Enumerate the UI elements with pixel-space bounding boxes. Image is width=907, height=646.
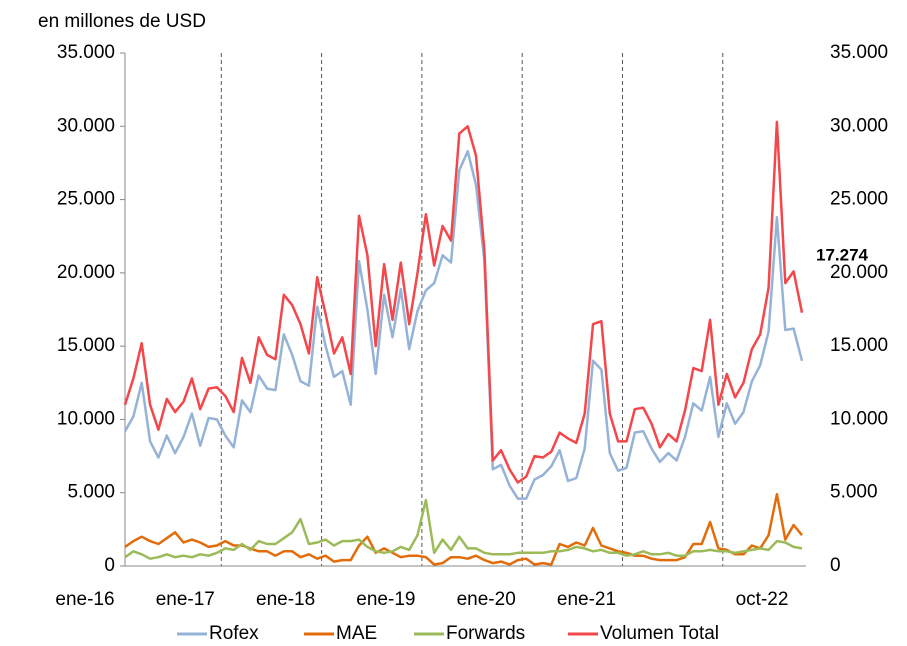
y-tick-label: 5.000 — [67, 482, 115, 503]
series-line — [124, 492, 803, 566]
y2-tick-label: 30.000 — [830, 115, 888, 136]
y2-tick-label: 0 — [830, 555, 841, 576]
series-line — [123, 120, 804, 484]
y-tick-label: 0 — [104, 555, 115, 576]
y-tick-label: 15.000 — [57, 335, 115, 356]
y2-tick-label: 20.000 — [830, 262, 888, 283]
y2-tick-label: 35.000 — [830, 42, 888, 63]
y2-tick-label: 5.000 — [830, 482, 878, 503]
x-tick-label: ene-18 — [256, 589, 315, 610]
data-label: 17.274 — [816, 245, 869, 264]
y-tick-label: 10.000 — [57, 408, 115, 429]
chart-title: en millones de USD — [38, 11, 206, 32]
x-tick-label: ene-20 — [457, 589, 516, 610]
y-tick-label: 35.000 — [57, 42, 115, 63]
legend-label: Forwards — [446, 623, 525, 644]
x-tick-label: ene-16 — [55, 589, 114, 610]
y2-tick-label: 10.000 — [830, 408, 888, 429]
x-tick-label: oct-22 — [736, 589, 789, 610]
y2-tick-label: 15.000 — [830, 335, 888, 356]
y2-tick-label: 25.000 — [830, 189, 888, 210]
legend-label: Rofex — [209, 623, 259, 644]
series-line — [123, 149, 804, 500]
y-tick-label: 25.000 — [57, 189, 115, 210]
x-tick-label: ene-17 — [156, 589, 215, 610]
x-tick-label: ene-21 — [557, 589, 616, 610]
y-tick-label: 20.000 — [57, 262, 115, 283]
series-line — [124, 498, 803, 560]
x-tick-label: ene-19 — [356, 589, 415, 610]
y-tick-label: 30.000 — [57, 115, 115, 136]
legend-label: Volumen Total — [600, 623, 719, 644]
legend-label: MAE — [336, 623, 377, 644]
